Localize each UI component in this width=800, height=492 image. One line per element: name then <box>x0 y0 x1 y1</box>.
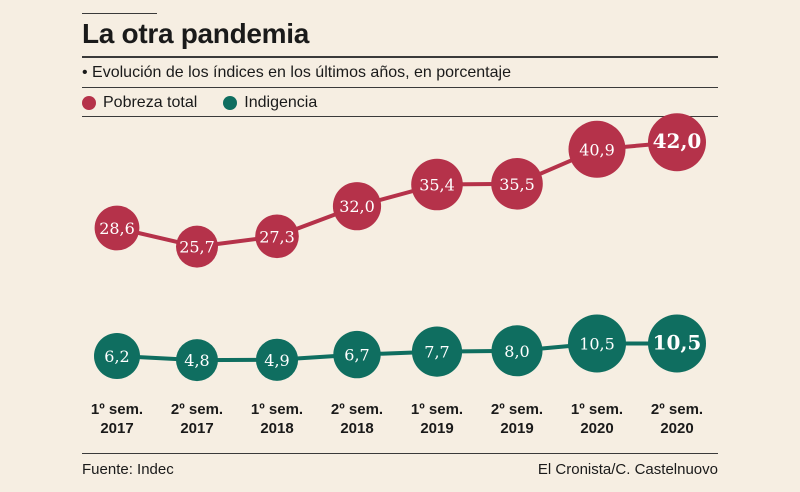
tick-label-2-1: 2018 <box>260 420 293 437</box>
data-point-1-6 <box>568 314 626 373</box>
legend: Pobreza total Indigencia <box>82 94 343 112</box>
legend-item-indigencia: Indigencia <box>223 94 317 112</box>
tick-label-3-1: 2018 <box>340 420 373 437</box>
data-label-0-6: 40,9 <box>579 140 615 159</box>
credit-note: El Cronista/C. Castelnuovo <box>537 461 718 478</box>
tick-label-1-1: 2017 <box>180 420 213 437</box>
data-point-1-1 <box>176 339 218 382</box>
legend-label-indigencia: Indigencia <box>244 94 318 111</box>
legend-dot-indigencia <box>223 96 238 110</box>
tick-label-0-1: 2017 <box>100 420 133 437</box>
data-point-0-4 <box>411 158 463 211</box>
data-label-0-1: 25,7 <box>179 238 215 257</box>
data-label-0-5: 35,5 <box>499 175 535 194</box>
top-rule <box>82 13 157 14</box>
legend-label-pobreza: Pobreza total <box>103 94 198 111</box>
data-label-1-5: 8,0 <box>504 342 529 361</box>
data-label-1-7: 10,5 <box>653 331 702 355</box>
data-label-1-4: 7,7 <box>424 343 449 362</box>
tick-label-2-0: 1º sem. <box>251 401 303 418</box>
data-label-1-1: 4,8 <box>184 351 209 370</box>
chart-subtitle: • Evolución de los índices en los último… <box>82 64 511 81</box>
source-note: Fuente: Indec <box>82 461 174 478</box>
data-label-1-2: 4,9 <box>264 351 289 370</box>
data-point-1-0 <box>94 333 140 379</box>
legend-item-pobreza: Pobreza total <box>82 94 197 112</box>
tick-label-0-0: 1º sem. <box>91 401 143 418</box>
legend-dot-pobreza <box>82 96 96 110</box>
footer-rule <box>82 453 718 454</box>
data-point-0-0 <box>94 205 140 251</box>
data-point-1-5 <box>491 325 543 377</box>
legend-rule <box>82 116 718 117</box>
tick-label-5-0: 2º sem. <box>491 401 543 418</box>
tick-label-7-1: 2020 <box>660 420 693 437</box>
data-label-0-0: 28,6 <box>99 219 135 238</box>
tick-label-3-0: 2º sem. <box>331 401 383 418</box>
tick-label-4-1: 2019 <box>420 420 453 437</box>
data-point-0-7 <box>648 113 706 172</box>
tick-label-5-1: 2019 <box>500 420 533 437</box>
data-point-0-6 <box>568 120 626 178</box>
data-label-1-3: 6,7 <box>344 346 369 365</box>
data-point-1-3 <box>333 330 381 379</box>
tick-label-6-0: 1º sem. <box>571 401 623 418</box>
tick-label-7-0: 2º sem. <box>651 401 703 418</box>
data-point-1-4 <box>411 326 463 377</box>
tick-label-1-0: 2º sem. <box>171 401 223 418</box>
data-label-0-4: 35,4 <box>419 176 455 195</box>
tick-label-4-0: 1º sem. <box>411 401 463 418</box>
data-label-0-7: 42,0 <box>653 129 702 153</box>
title-rule <box>82 56 718 58</box>
data-label-1-6: 10,5 <box>579 335 615 354</box>
data-point-0-3 <box>332 182 382 231</box>
chart-title: La otra pandemia <box>82 18 310 49</box>
data-point-1-2 <box>255 338 299 381</box>
data-label-1-0: 6,2 <box>104 347 129 366</box>
subtitle-rule <box>82 87 718 88</box>
data-point-0-5 <box>491 158 543 210</box>
data-point-0-2 <box>255 214 299 259</box>
data-point-0-1 <box>176 225 218 268</box>
data-point-1-7 <box>648 314 706 373</box>
tick-label-6-1: 2020 <box>580 420 613 437</box>
data-label-0-3: 32,0 <box>339 197 375 216</box>
data-label-0-2: 27,3 <box>259 227 295 246</box>
